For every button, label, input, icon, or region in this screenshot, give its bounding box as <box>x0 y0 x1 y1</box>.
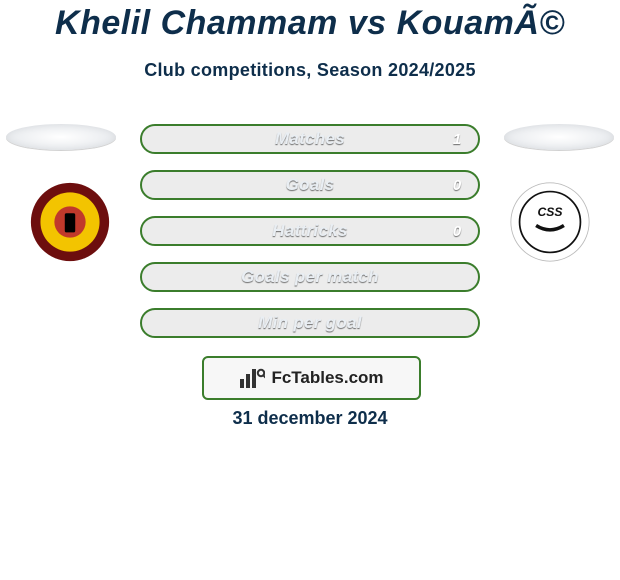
stat-row: Goals per match <box>140 262 480 292</box>
stat-label: Matches <box>142 126 478 152</box>
branding-text: FcTables.com <box>271 368 383 388</box>
club-crest-left <box>24 176 116 268</box>
page-title: Khelil Chammam vs KouamÃ© <box>0 4 620 43</box>
stat-label: Goals per match <box>142 264 478 290</box>
svg-text:CSS: CSS <box>538 205 563 219</box>
player-nameplate-left <box>6 124 116 150</box>
stat-right-value: 1 <box>440 126 474 152</box>
page-subtitle: Club competitions, Season 2024/2025 <box>0 60 620 81</box>
stat-label: Min per goal <box>142 310 478 336</box>
player-nameplate-right <box>504 124 614 150</box>
crest-left-svg <box>30 176 110 268</box>
branding-badge[interactable]: FcTables.com <box>202 356 421 400</box>
stat-label: Goals <box>142 172 478 198</box>
club-crest-right: CSS <box>504 176 596 268</box>
crest-right-svg: CSS <box>510 176 590 268</box>
stat-label: Hattricks <box>142 218 478 244</box>
stat-row: Matches1 <box>140 124 480 154</box>
stat-row: Goals0 <box>140 170 480 200</box>
date-line: 31 december 2024 <box>0 408 620 429</box>
stat-row: Min per goal <box>140 308 480 338</box>
stat-right-value: 0 <box>440 218 474 244</box>
stat-right-value: 0 <box>440 172 474 198</box>
stat-row: Hattricks0 <box>140 216 480 246</box>
branding-icon <box>239 367 265 389</box>
